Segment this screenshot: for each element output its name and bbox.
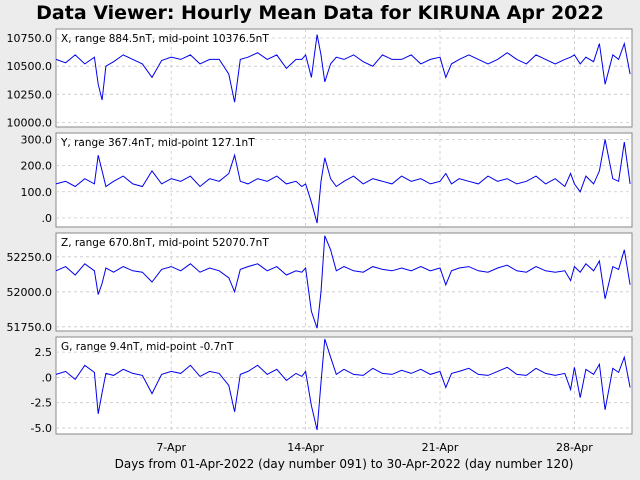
y-tick-label: .0 [42, 371, 53, 384]
y-tick-label: -2.5 [31, 397, 52, 410]
y-tick-label: 200.0 [21, 160, 53, 173]
panel-label: X, range 884.5nT, mid-point 10376.5nT [61, 33, 269, 45]
y-tick-label: 100.0 [21, 186, 53, 199]
series-line-3 [55, 338, 631, 431]
y-tick-label: 10500.0 [7, 60, 53, 73]
x-axis-label: Days from 01-Apr-2022 (day number 091) t… [114, 457, 574, 471]
y-tick-label: 51750.0 [7, 321, 53, 334]
x-tick-label: 21-Apr [422, 441, 459, 454]
panel-label: G, range 9.4nT, mid-point -0.7nT [61, 341, 234, 353]
series-line-0 [55, 34, 631, 103]
chart-title: Data Viewer: Hourly Mean Data for KIRUNA… [36, 2, 604, 24]
y-tick-label: -5.0 [31, 422, 52, 435]
panel-3 [55, 336, 633, 435]
series-line-2 [55, 235, 631, 329]
y-tick-label: 10250.0 [7, 88, 53, 101]
x-tick-label: 7-Apr [156, 441, 186, 454]
series-line-1 [55, 139, 631, 224]
y-tick-label: 2.5 [35, 346, 53, 359]
x-tick-label: 14-Apr [287, 441, 324, 454]
panel-1 [55, 132, 633, 228]
x-tick-label: 28-Apr [556, 441, 593, 454]
y-tick-label: 52250.0 [7, 251, 53, 264]
y-tick-label: .0 [42, 212, 53, 225]
y-tick-label: 300.0 [21, 134, 53, 147]
panel-label: Z, range 670.8nT, mid-point 52070.7nT [61, 237, 269, 249]
y-tick-label: 10000.0 [7, 116, 53, 129]
panel-label: Y, range 367.4nT, mid-point 127.1nT [60, 137, 255, 149]
y-tick-label: 10750.0 [7, 32, 53, 45]
y-tick-label: 52000.0 [7, 286, 53, 299]
